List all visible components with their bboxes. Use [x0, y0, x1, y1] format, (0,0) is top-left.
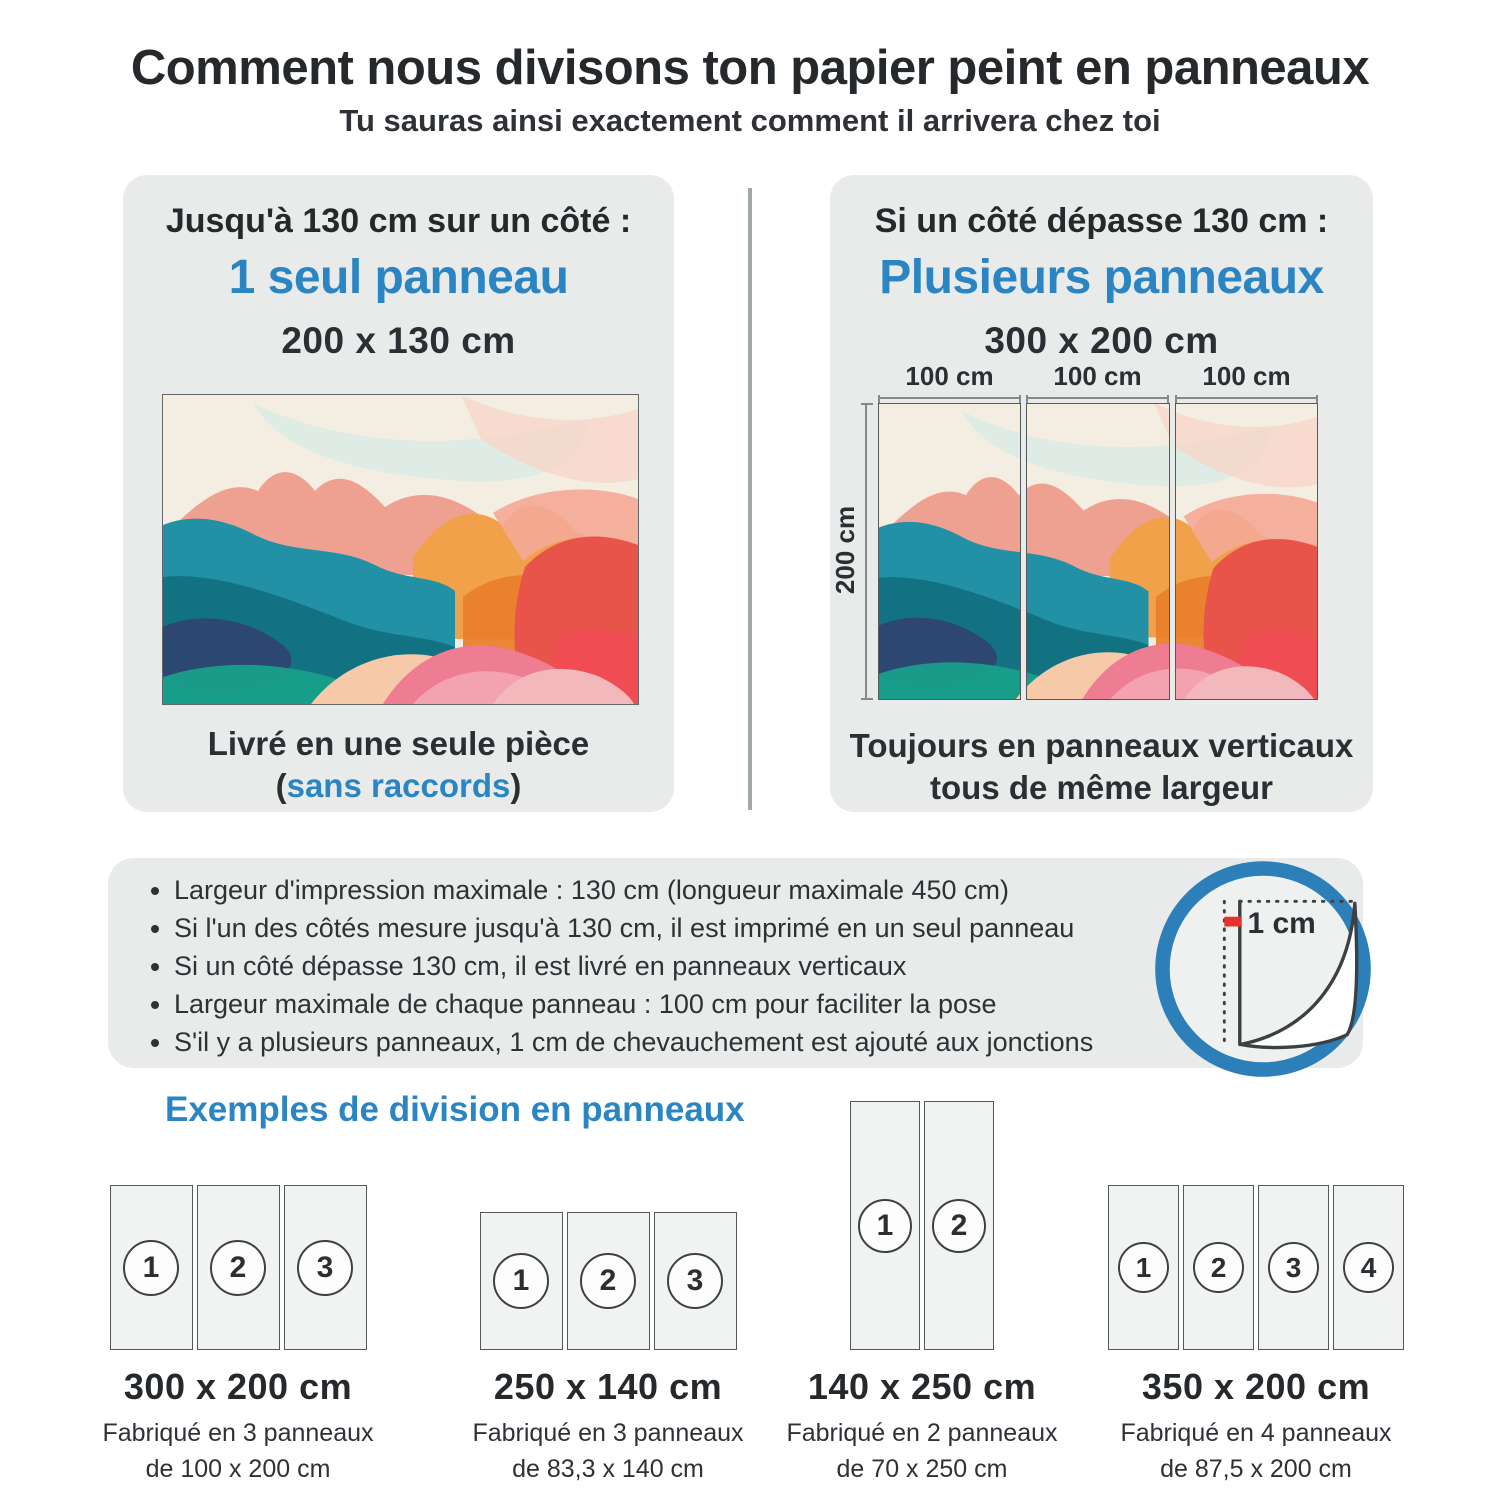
rules-list: Largeur d'impression maximale : 130 cm (… — [108, 858, 1184, 1061]
height-ruler — [861, 403, 873, 700]
panel-frame-2 — [1026, 403, 1170, 700]
height-label: 200 cm — [830, 505, 860, 595]
panel: 2 — [566, 1212, 650, 1350]
example-300x200: 1 2 3 300 x 200 cm Fabriqué en 3 panneau… — [88, 1185, 388, 1488]
rule-item: Largeur maximale de chaque panneau : 100… — [174, 985, 1184, 1023]
panel-gap — [1169, 402, 1175, 701]
panel: 4 — [1333, 1185, 1404, 1350]
panel: 3 — [283, 1185, 367, 1350]
width-label-1: 100 cm — [905, 361, 994, 391]
watercolor-artwork — [163, 395, 638, 704]
paren-close: ) — [510, 766, 522, 804]
example-desc-line1: Fabriqué en 2 panneaux — [786, 1419, 1058, 1447]
panel-number: 2 — [932, 1198, 986, 1253]
example-desc-line1: Fabriqué en 4 panneaux — [1120, 1419, 1392, 1447]
example-dimensions: 300 x 200 cm — [123, 1366, 353, 1407]
panel-number: 3 — [297, 1239, 353, 1296]
example-description: Fabriqué en 2 panneaux de 70 x 250 cm — [772, 1415, 1072, 1488]
example-description: Fabriqué en 3 panneaux de 83,3 x 140 cm — [458, 1415, 758, 1488]
example-desc-line2: de 100 x 200 cm — [145, 1455, 331, 1484]
single-panel-caption: Livré en une seule pièce (sans raccords) — [123, 723, 674, 807]
width-label-2: 100 cm — [1053, 361, 1142, 391]
page-subtitle: Tu sauras ainsi exactement comment il ar… — [339, 103, 1161, 138]
example-250x140: 1 2 3 250 x 140 cm Fabriqué en 3 panneau… — [458, 1212, 758, 1488]
single-caption-line1: Livré en une seule pièce — [207, 725, 590, 762]
panel-frame-1 — [878, 403, 1022, 700]
single-panel-dimensions: 200 x 130 cm — [281, 320, 516, 361]
rule-item: Si l'un des côtés mesure jusqu'à 130 cm,… — [174, 909, 1184, 947]
example-desc-line2: de 83,3 x 140 cm — [512, 1455, 704, 1484]
example-dimensions: 140 x 250 cm — [807, 1366, 1037, 1407]
rule-item: S'il y a plusieurs panneaux, 1 cm de che… — [174, 1023, 1184, 1061]
panel-frame-3 — [1174, 403, 1319, 700]
single-caption-highlight: sans raccords — [286, 766, 511, 804]
multi-panel-card: Si un côté dépasse 130 cm : Plusieurs pa… — [830, 175, 1373, 812]
single-panel-card: Jusqu'à 130 cm sur un côté : 1 seul pann… — [123, 175, 674, 812]
rules-box: Largeur d'impression maximale : 130 cm (… — [108, 858, 1363, 1068]
panel-row: 1 2 3 — [88, 1185, 388, 1350]
panel: 3 — [653, 1212, 737, 1350]
paren-open: ( — [275, 766, 287, 804]
panel: 3 — [1258, 1185, 1329, 1350]
overlap-badge: 1 cm — [1147, 853, 1379, 1085]
panel-number: 2 — [580, 1253, 636, 1309]
example-description: Fabriqué en 4 panneaux de 87,5 x 200 cm — [1091, 1415, 1421, 1488]
panel: 2 — [196, 1185, 280, 1350]
multi-panel-condition: Si un côté dépasse 130 cm : — [874, 202, 1329, 240]
rule-item: Largeur d'impression maximale : 130 cm (… — [174, 871, 1184, 909]
example-desc-line2: de 70 x 250 cm — [836, 1455, 1008, 1484]
example-description: Fabriqué en 3 panneaux de 100 x 200 cm — [88, 1415, 388, 1488]
panel: 2 — [924, 1101, 994, 1350]
width-ruler-2 — [1026, 395, 1169, 405]
panel-number: 2 — [1193, 1242, 1244, 1293]
examples-heading: Exemples de division en panneaux — [165, 1090, 745, 1129]
multi-panel-result: Plusieurs panneaux — [879, 251, 1324, 304]
wallpaper-preview-panels — [878, 402, 1319, 701]
example-140x250: 1 2 140 x 250 cm Fabriqué en 2 panneaux … — [772, 1101, 1072, 1488]
panel-number: 1 — [858, 1198, 912, 1253]
panel: 1 — [1108, 1185, 1179, 1350]
panel-row: 1 2 3 — [458, 1212, 758, 1350]
card-divider — [748, 188, 752, 810]
width-label-3: 100 cm — [1202, 361, 1291, 391]
panel-row: 1 2 3 4 — [1091, 1185, 1421, 1350]
multi-caption-line1: Toujours en panneaux verticaux — [849, 727, 1354, 764]
panel: 1 — [850, 1101, 920, 1350]
rule-item: Si un côté dépasse 130 cm, il est livré … — [174, 947, 1184, 985]
panel-number: 2 — [210, 1239, 266, 1296]
example-350x200: 1 2 3 4 350 x 200 cm Fabriqué en 4 panne… — [1091, 1185, 1421, 1488]
multi-panel-dimensions: 300 x 200 cm — [984, 320, 1219, 361]
width-ruler-1 — [878, 395, 1021, 405]
panel: 2 — [1183, 1185, 1254, 1350]
wallpaper-preview-single — [162, 394, 639, 705]
single-panel-condition: Jusqu'à 130 cm sur un côté : — [165, 202, 632, 240]
example-dimensions: 350 x 200 cm — [1141, 1366, 1371, 1407]
panel-number: 3 — [667, 1253, 723, 1309]
panel-number: 3 — [1268, 1242, 1319, 1293]
panel-number: 1 — [123, 1239, 179, 1296]
panel: 1 — [109, 1185, 193, 1350]
page-curl-icon: 1 cm — [1155, 861, 1371, 1077]
page-title: Comment nous divisons ton papier peint e… — [130, 41, 1370, 95]
example-desc-line1: Fabriqué en 3 panneaux — [102, 1419, 374, 1447]
example-desc-line1: Fabriqué en 3 panneaux — [472, 1419, 744, 1447]
width-ruler-3 — [1175, 395, 1318, 405]
panel-number: 1 — [1118, 1242, 1169, 1293]
example-desc-line2: de 87,5 x 200 cm — [1160, 1455, 1352, 1484]
single-panel-result: 1 seul panneau — [228, 251, 569, 304]
example-dimensions: 250 x 140 cm — [493, 1366, 723, 1407]
panel-number: 4 — [1343, 1242, 1394, 1293]
panel-number: 1 — [493, 1253, 549, 1309]
multi-caption-line2: tous de même largeur — [930, 768, 1273, 806]
overlap-label: 1 cm — [1248, 907, 1316, 940]
panel-gap — [1021, 402, 1027, 701]
panel: 1 — [479, 1212, 563, 1350]
multi-panel-caption: Toujours en panneaux verticaux tous de m… — [830, 725, 1373, 809]
panel-row: 1 2 — [772, 1101, 1072, 1350]
